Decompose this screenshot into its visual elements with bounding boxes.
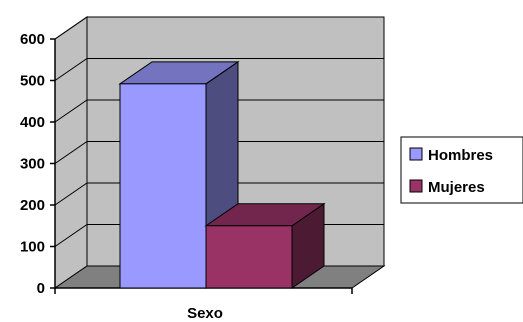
legend-swatch-mujeres <box>409 179 423 193</box>
gridline <box>54 58 384 81</box>
bar-front-face <box>119 83 207 289</box>
y-tick-label: 300 <box>20 156 45 173</box>
y-tick-label: 200 <box>20 197 45 214</box>
y-tick-label: 100 <box>20 239 45 256</box>
bar-mujeres <box>204 202 326 289</box>
gridlines <box>54 16 384 247</box>
gridline <box>54 182 384 206</box>
y-tick-label: 0 <box>37 280 45 297</box>
y-tick-label: 400 <box>20 114 45 131</box>
legend-swatch-hombres <box>409 147 423 161</box>
bars <box>118 60 326 289</box>
legend: Hombres Mujeres <box>400 136 523 204</box>
gridline <box>54 16 384 40</box>
x-axis-label: Sexo <box>187 305 223 322</box>
gridline <box>54 141 384 164</box>
legend-label-mujeres: Mujeres <box>428 179 485 196</box>
y-tick-labels: 0 100 200 300 400 500 600 <box>20 31 45 297</box>
gridline <box>54 99 384 123</box>
y-tick-label: 500 <box>20 73 45 90</box>
legend-label-hombres: Hombres <box>428 147 493 164</box>
y-tick-label: 600 <box>20 31 45 48</box>
bar-front-face <box>205 225 293 289</box>
